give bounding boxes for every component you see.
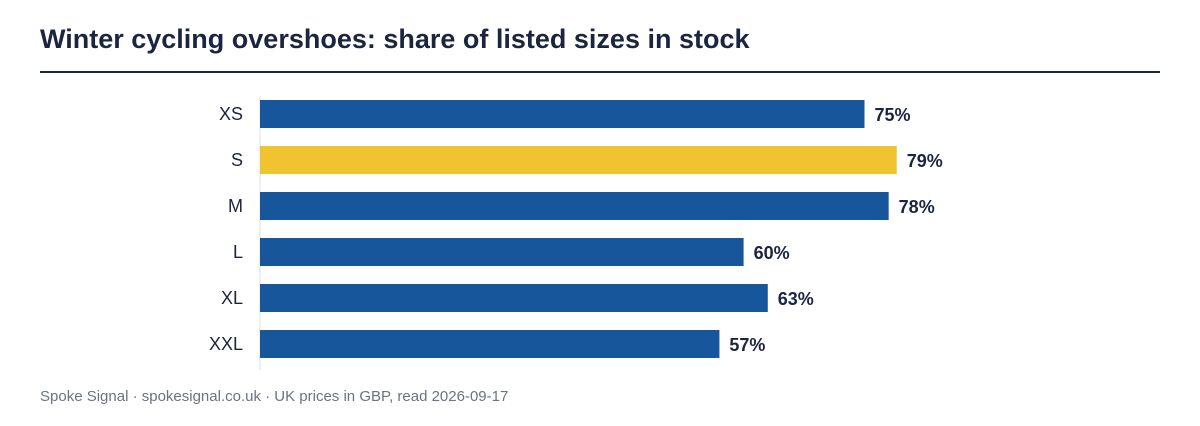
category-label-xxl: XXL bbox=[209, 334, 243, 354]
value-label-s: 79% bbox=[907, 151, 943, 171]
bar-xxl bbox=[260, 330, 720, 358]
bar-s bbox=[260, 146, 897, 174]
bar-xs bbox=[260, 100, 865, 128]
bars-group bbox=[260, 100, 897, 358]
chart-title: Winter cycling overshoes: share of liste… bbox=[40, 24, 750, 54]
value-label-xxl: 57% bbox=[729, 335, 765, 355]
category-labels: XS S M L XL XXL bbox=[209, 104, 243, 354]
value-label-xs: 75% bbox=[875, 105, 911, 125]
value-labels: 75% 79% 78% 60% 63% 57% bbox=[729, 105, 942, 355]
bar-m bbox=[260, 192, 889, 220]
value-label-l: 60% bbox=[754, 243, 790, 263]
bar-xl bbox=[260, 284, 768, 312]
category-label-xl: XL bbox=[221, 288, 243, 308]
title-divider bbox=[40, 71, 1160, 73]
category-label-s: S bbox=[231, 150, 243, 170]
category-label-l: L bbox=[233, 242, 243, 262]
category-label-xs: XS bbox=[219, 104, 243, 124]
category-label-m: M bbox=[228, 196, 243, 216]
source-note: Spoke Signal · spokesignal.co.uk · UK pr… bbox=[40, 388, 509, 405]
value-label-m: 78% bbox=[899, 197, 935, 217]
value-label-xl: 63% bbox=[778, 289, 814, 309]
bar-l bbox=[260, 238, 744, 266]
